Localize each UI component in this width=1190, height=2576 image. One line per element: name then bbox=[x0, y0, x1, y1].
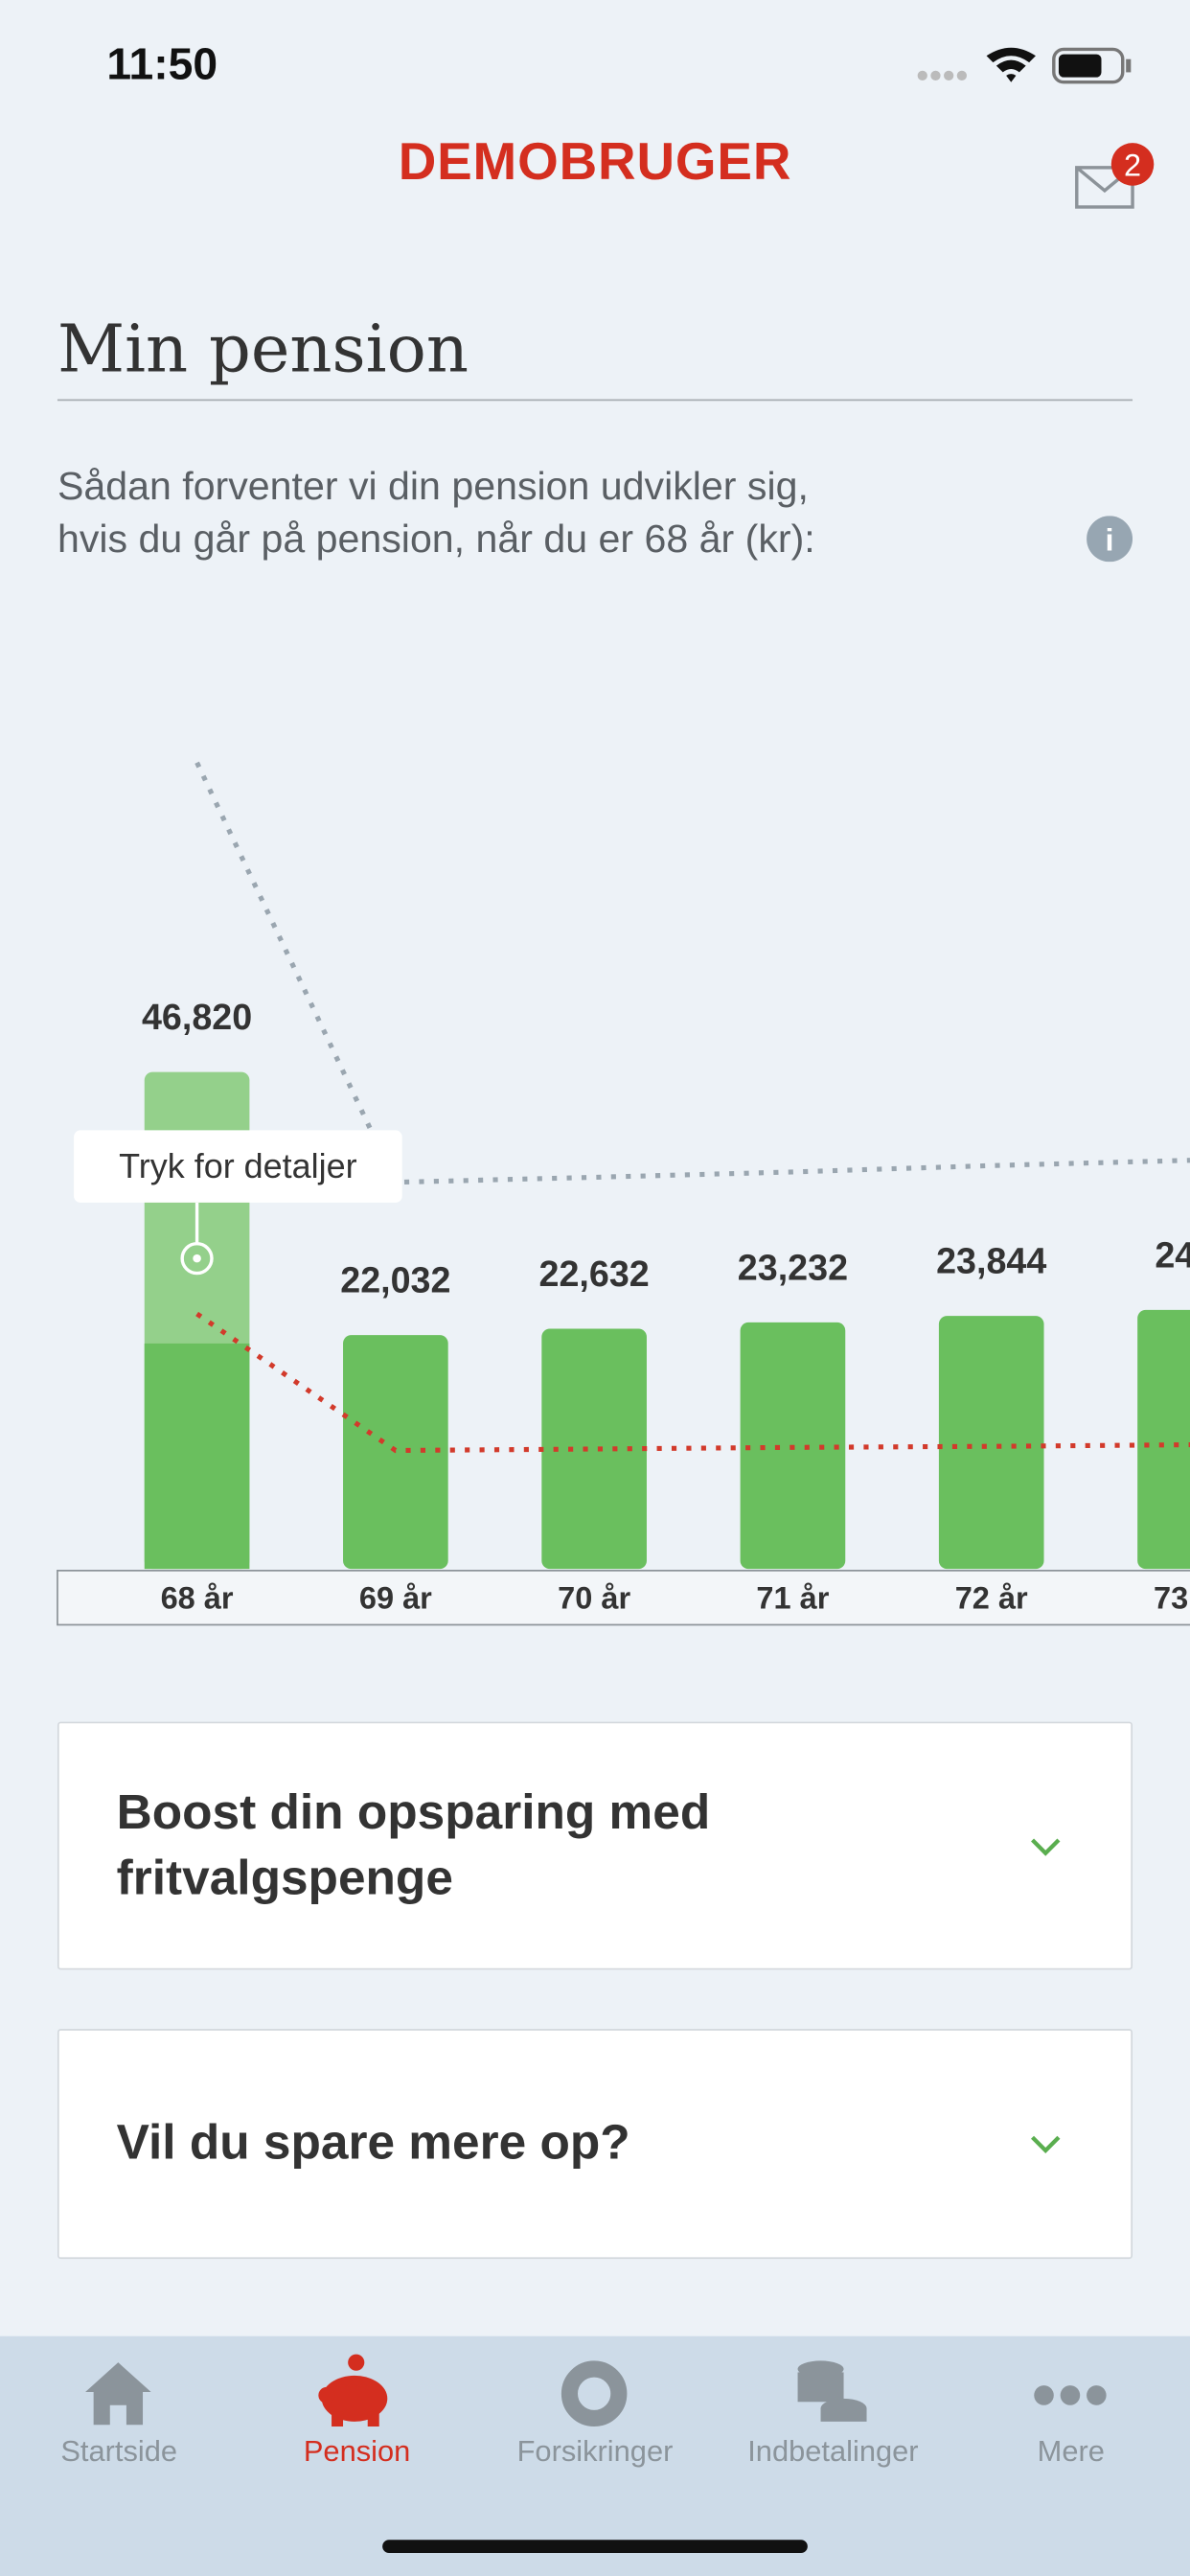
mail-badge: 2 bbox=[1124, 148, 1141, 182]
chevron bbox=[1031, 1838, 1061, 1856]
tab-bar: Startside Pension Forsikringer Indbetalinge… bbox=[0, 2335, 1190, 2576]
value-label: 46,820 bbox=[142, 997, 252, 1037]
value-label: 23,232 bbox=[738, 1247, 848, 1287]
tooltip-handle bbox=[180, 1242, 214, 1276]
tab-icons bbox=[85, 2354, 1107, 2427]
x-tick-label: 72 år bbox=[955, 1580, 1028, 1615]
x-tick-label: 68 år bbox=[161, 1580, 234, 1615]
accordion-title: Boost din opsparing med fritvalgspenge bbox=[116, 1785, 711, 1906]
description: hvis du går på pension, når du er 68 år … bbox=[57, 518, 815, 563]
status-icons bbox=[917, 47, 1132, 84]
info-icon: i bbox=[1106, 522, 1114, 557]
header-title: DEMOBRUGER bbox=[398, 131, 792, 191]
info-button[interactable]: i bbox=[1087, 516, 1133, 563]
x-tick-label: 70 år bbox=[558, 1580, 630, 1615]
tooltip-text: Tryk for detaljer bbox=[119, 1146, 356, 1185]
tab[interactable]: Forsikringer bbox=[516, 2434, 674, 2468]
bar bbox=[541, 1328, 647, 1570]
projection-line bbox=[195, 761, 1190, 1185]
x-tick-label: 73 år bbox=[1154, 1580, 1190, 1615]
value-label: 22,632 bbox=[539, 1254, 650, 1294]
section-title: Min pension bbox=[57, 311, 469, 388]
chart[interactable]: 46,820 68 år 22,032 69 år 22,632 70 år 23,232 7… bbox=[0, 624, 1190, 1643]
tooltip-dot bbox=[193, 1254, 201, 1263]
bar bbox=[1137, 1309, 1190, 1570]
mail-button[interactable]: 2 bbox=[1067, 138, 1166, 220]
tab[interactable]: Indbetalinger bbox=[747, 2434, 919, 2468]
accordion[interactable]: Vil du spare mere op? bbox=[57, 2029, 1133, 2260]
description: Sådan forventer vi din pension udvikler … bbox=[57, 465, 809, 510]
tab[interactable]: Startside bbox=[60, 2434, 178, 2468]
value-label: 24,4 bbox=[1155, 1234, 1190, 1275]
divider bbox=[57, 399, 1133, 402]
accordion-title: Vil du spare mere op? bbox=[116, 2116, 630, 2171]
chevron bbox=[1031, 2135, 1061, 2154]
home-indicator bbox=[382, 2540, 808, 2554]
x-tick-label: 69 år bbox=[359, 1580, 432, 1615]
bar-base bbox=[144, 1343, 250, 1570]
value-label: 23,844 bbox=[936, 1240, 1046, 1280]
status-time: 11:50 bbox=[106, 39, 218, 89]
tooltip bbox=[74, 1130, 402, 1203]
bar bbox=[938, 1316, 1044, 1570]
accordion[interactable]: Boost din opsparing med fritvalgspenge bbox=[57, 1721, 1133, 1970]
category-axis bbox=[57, 1570, 1190, 1626]
tab[interactable]: Mere bbox=[1037, 2434, 1105, 2468]
x-tick-label: 71 år bbox=[756, 1580, 829, 1615]
value-label: 22,032 bbox=[340, 1260, 450, 1300]
tab[interactable]: Pension bbox=[303, 2434, 411, 2468]
